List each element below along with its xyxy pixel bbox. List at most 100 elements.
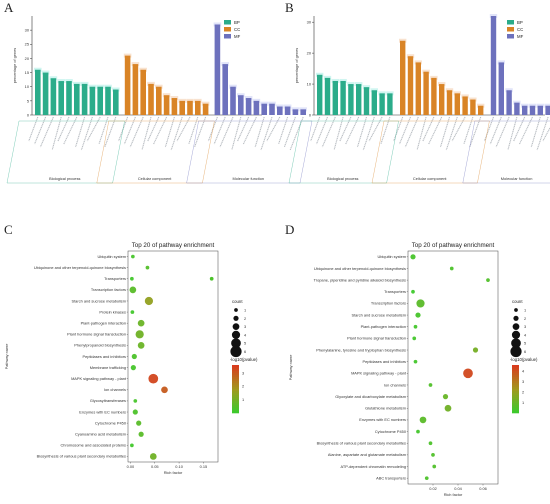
c-color-legend-bar [232, 411, 239, 414]
a-term-label [231, 116, 242, 151]
d-color-legend-bar [512, 409, 519, 412]
b-bar [348, 84, 354, 115]
a-term-label [141, 116, 152, 151]
c-point [148, 373, 159, 384]
a-legend-label: MF [234, 34, 241, 39]
d-color-legend-bar [512, 379, 519, 382]
c-point [131, 353, 137, 360]
b-legend-swatch [507, 27, 514, 32]
a-group-label: Biological process [49, 176, 80, 181]
c-point [144, 296, 154, 306]
d-color-legend-bar [512, 373, 519, 376]
c-color-legend-bar [232, 377, 239, 380]
d-pathway-label: ATP-dependent chromatin remodeling [341, 464, 406, 469]
b-legend-label: BP [517, 20, 523, 25]
b-bar [470, 99, 476, 115]
c-color-legend-bar [232, 397, 239, 400]
d-color-legend-bar [512, 365, 519, 368]
b-bar [537, 105, 543, 115]
c-pathway-label: Phenylpropanoid biosynthesis [74, 343, 126, 348]
a-term-label [254, 116, 265, 148]
d-pathway-label: Plant hormone signal transduction [347, 336, 406, 341]
b-term-label [439, 116, 451, 148]
b-legend-label: MF [517, 34, 524, 39]
d-pathway-label: Tropane, piperidine and pyridine alkaloi… [314, 277, 406, 282]
d-color-legend-bar [512, 383, 519, 386]
d-size-legend-dot [513, 315, 519, 321]
c-point [209, 276, 214, 281]
b-y-axis-label: percentage of genes [294, 48, 299, 84]
c-color-legend-bar [232, 409, 239, 412]
a-term-label [75, 116, 86, 148]
c-chart-title: Top 20 of pathway enrichment [132, 242, 215, 249]
d-color-legend-bar [512, 369, 519, 372]
c-color-legend-bar [232, 383, 239, 386]
c-y-axis-label: Pathway name [4, 344, 9, 370]
d-color-legend-bar [512, 405, 519, 408]
b-bar [379, 93, 385, 115]
b-bar [446, 90, 453, 115]
a-term-label [170, 116, 183, 151]
d-size-legend-dot [510, 345, 522, 358]
c-point [132, 409, 138, 415]
a-bar [58, 81, 64, 115]
b-bar [324, 77, 331, 115]
c-color-legend-bar [232, 373, 239, 376]
b-group-label: Cellular component [413, 176, 447, 181]
b-bar [514, 102, 520, 115]
b-term-label [333, 116, 344, 151]
b-term-label [519, 116, 533, 145]
d-color-legend-bar [512, 391, 519, 394]
b-term-label [483, 116, 495, 142]
c-point [161, 386, 168, 394]
d-point [442, 394, 449, 400]
a-bar [97, 86, 103, 115]
c-point [130, 443, 134, 448]
a-bar [269, 103, 275, 115]
c-color-legend-bar [232, 371, 239, 374]
a-term-label [266, 116, 281, 142]
c-point [137, 319, 145, 327]
b-y-tick-label: 10 [307, 81, 312, 86]
c-color-legend-label: 1 [242, 397, 244, 402]
c-pathway-label: Glycosyltransferases [90, 398, 126, 403]
a-term-label [80, 116, 93, 151]
panel-label-c: C [4, 222, 13, 237]
d-size-legend-title: count [512, 299, 523, 304]
d-pathway-label: Transcription factors [371, 301, 406, 306]
d-color-legend-bar [512, 393, 519, 396]
a-legend-label: CC [234, 27, 240, 32]
c-color-legend-bar [232, 393, 239, 396]
c-point [136, 420, 142, 426]
b-term-label [542, 126, 550, 142]
c-size-legend-label: 2 [244, 316, 246, 321]
c-pathway-label: Membrane trafficking [90, 365, 126, 370]
a-term-label [86, 116, 101, 142]
d-color-legend-bar [512, 399, 519, 402]
b-bar [340, 80, 346, 115]
c-x-tick-label: 0.15 [200, 464, 208, 469]
c-pathway-label: Cyanoamino acid metabolism [75, 432, 126, 437]
c-color-legend-bar [232, 395, 239, 398]
b-term-label [345, 116, 360, 145]
a-y-tick-label: 30 [25, 28, 30, 33]
b-bar [462, 96, 468, 115]
b-bar [317, 74, 323, 115]
c-pathway-label: Plant hormone signal transduction [67, 332, 126, 337]
b-term-label [368, 116, 383, 142]
c-color-legend-bar [232, 379, 239, 382]
a-term-label [63, 116, 78, 145]
b-bar [407, 56, 414, 115]
a-term-label [98, 116, 109, 145]
c-pathway-label: Transcription factors [91, 287, 126, 292]
c-color-legend-bar [232, 405, 239, 408]
d-pathway-label: Glutathione metabolism [365, 406, 406, 411]
d-color-legend-bar [512, 371, 519, 374]
c-color-legend-bar [232, 375, 239, 378]
d-pathway-label: Plant-pathogen interaction [361, 324, 406, 329]
a-bar [89, 86, 96, 115]
c-point [130, 365, 136, 371]
c-size-legend-title: count [232, 299, 243, 304]
b-term-label [356, 116, 368, 148]
